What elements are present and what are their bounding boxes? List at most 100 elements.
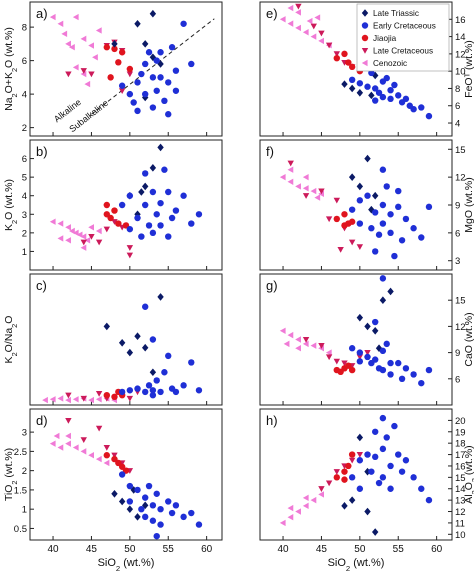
point-late-cretaceous [318, 486, 325, 492]
point-cenozoic [302, 494, 309, 502]
point-early-cretaceous [153, 377, 160, 384]
point-cenozoic [302, 340, 309, 348]
point-cenozoic [279, 16, 286, 23]
point-early-cretaceous [142, 60, 149, 68]
point-cenozoic [88, 224, 94, 231]
point-cenozoic [72, 444, 79, 451]
point-early-cretaceous [364, 192, 371, 199]
point-early-cretaceous [387, 86, 394, 94]
y-tick-label: 18 [455, 439, 466, 450]
point-early-cretaceous [402, 95, 410, 103]
point-early-cretaceous [126, 225, 134, 233]
point-late-cretaceous [333, 469, 340, 475]
point-early-cretaceous [418, 104, 425, 111]
point-late-cretaceous [325, 354, 333, 361]
y-tick-label: 2 [22, 123, 27, 134]
point-early-cretaceous [149, 391, 157, 399]
point-early-cretaceous [149, 387, 157, 394]
point-early-cretaceous [372, 209, 379, 216]
point-cenozoic [318, 190, 324, 198]
panel-d: d) 0.5 1 1.5 2 2.5 3 40 45 50 55 60 TiO2 (wt.%) [3, 408, 223, 555]
panel-g: g) 6 9 12 15 CaO (wt.%) [259, 273, 474, 406]
y-tick-label: 4 [22, 90, 27, 101]
point-cenozoic [84, 237, 91, 244]
point-early-cretaceous [375, 479, 383, 487]
y-tick-label: 0.5 [14, 524, 27, 535]
legend-marker-late-cretaceous [361, 47, 369, 54]
point-late-cretaceous [310, 23, 317, 30]
point-late-cretaceous [126, 395, 134, 402]
point-cenozoic [314, 14, 321, 21]
point-late-cretaceous [318, 188, 325, 195]
point-early-cretaceous [126, 192, 134, 199]
point-early-cretaceous [398, 468, 406, 475]
point-late-triassic [111, 489, 118, 498]
point-early-cretaceous [364, 451, 371, 458]
point-early-cretaceous [383, 340, 390, 348]
y-tick-label: 12 [455, 49, 466, 60]
y-axis-label: K2O (wt.%) [3, 179, 19, 231]
point-late-cretaceous [111, 219, 118, 225]
point-late-cretaceous [287, 160, 294, 167]
point-cenozoic [295, 24, 301, 32]
point-late-cretaceous [103, 226, 110, 233]
point-cenozoic [318, 37, 324, 45]
point-cenozoic [92, 54, 98, 61]
point-cenozoic [310, 33, 317, 40]
panel-label: g) [266, 278, 278, 293]
point-late-triassic [372, 191, 379, 200]
point-early-cretaceous [157, 505, 164, 513]
point-jiaojia [111, 45, 118, 53]
legend-label-late-cretaceous: Late Cretaceous [373, 47, 433, 56]
point-jiaojia [345, 462, 352, 470]
point-cenozoic [279, 327, 286, 334]
point-early-cretaceous [130, 99, 137, 106]
legend: Late Triassic Early Cretaceous Jiaojia Late… [356, 3, 450, 72]
point-early-cretaceous [387, 485, 394, 492]
point-early-cretaceous [368, 225, 375, 232]
point-early-cretaceous [153, 532, 160, 540]
point-late-cretaceous [88, 71, 95, 78]
point-early-cretaceous [195, 387, 203, 394]
point-late-cretaceous [95, 390, 103, 397]
point-late-cretaceous [333, 51, 340, 58]
y-tick-label: 3 [22, 428, 27, 439]
panel-frame [259, 1, 453, 137]
point-early-cretaceous [165, 79, 172, 86]
point-late-triassic [134, 332, 141, 341]
point-late-triassic [356, 182, 364, 191]
point-early-cretaceous [402, 365, 410, 372]
point-late-cretaceous [341, 360, 348, 367]
point-late-cretaceous [80, 239, 87, 246]
point-early-cretaceous [395, 451, 402, 458]
point-cenozoic [295, 9, 301, 16]
point-cenozoic [287, 504, 294, 512]
point-early-cretaceous [149, 74, 157, 81]
y-tick-label: 2 [22, 466, 27, 477]
point-early-cretaceous [383, 434, 390, 441]
point-early-cretaceous [153, 211, 160, 218]
point-early-cretaceous [395, 187, 402, 195]
point-early-cretaceous [379, 201, 387, 209]
point-early-cretaceous [372, 97, 379, 104]
panel-label: d) [36, 413, 48, 428]
point-early-cretaceous [180, 20, 187, 27]
point-early-cretaceous [418, 379, 425, 387]
point-early-cretaceous [142, 388, 149, 396]
y-tick-label: 14 [455, 484, 466, 495]
point-early-cretaceous [398, 375, 406, 382]
point-cenozoic [95, 27, 102, 34]
point-early-cretaceous [149, 104, 157, 111]
point-cenozoic [310, 342, 317, 349]
y-tick-label: 1.5 [14, 485, 27, 496]
point-early-cretaceous [172, 87, 180, 94]
point-early-cretaceous [126, 498, 134, 505]
point-late-triassic [348, 173, 356, 181]
point-cenozoic [279, 519, 286, 527]
y-tick-label: 12 [455, 507, 466, 518]
legend-label-jiaojia: Jiaojia [373, 34, 397, 43]
x-tick-label: 60 [201, 544, 213, 555]
point-early-cretaceous [375, 231, 383, 238]
point-jiaojia [115, 59, 122, 66]
point-late-triassic [138, 188, 145, 196]
